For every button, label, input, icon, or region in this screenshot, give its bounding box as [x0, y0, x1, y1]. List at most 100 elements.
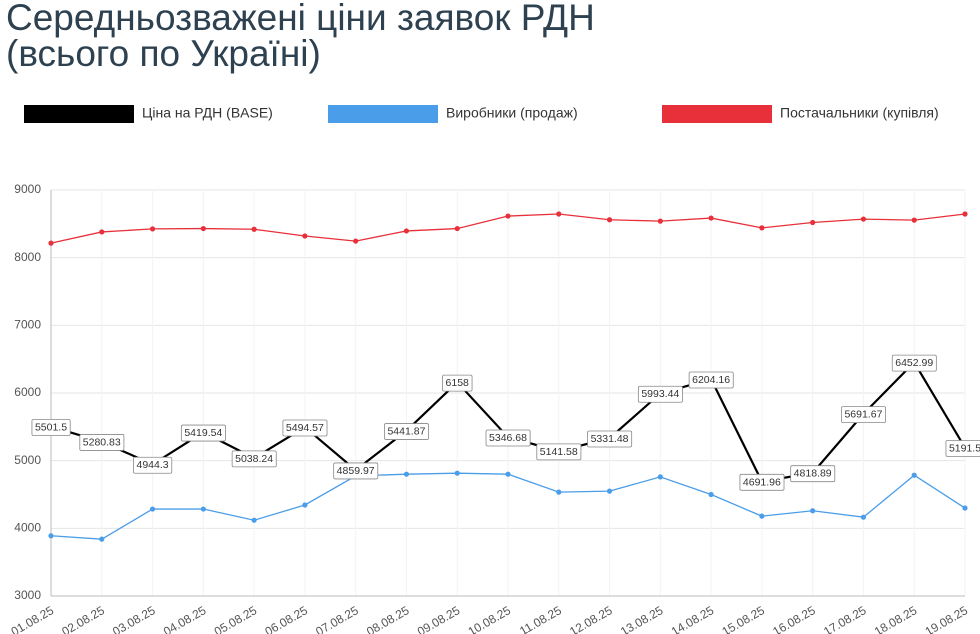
data-label-box — [282, 419, 328, 437]
y-tick-label: 9000 — [14, 182, 41, 196]
data-label-box — [739, 473, 785, 491]
data-label: 5494.57 — [282, 419, 328, 437]
data-label: 4944.3 — [133, 456, 173, 474]
x-tick-label: 02.08.25 — [59, 603, 107, 634]
data-label: 5501.5 — [31, 419, 71, 436]
data-label-text: 5441.87 — [387, 426, 425, 438]
point — [149, 506, 156, 512]
x-tick-label: 18.08.25 — [872, 603, 920, 634]
point — [911, 217, 917, 223]
point — [556, 489, 562, 495]
point — [911, 472, 917, 478]
data-label-box — [180, 424, 226, 442]
data-label: 4859.97 — [333, 462, 379, 480]
data-label: 4691.96 — [739, 473, 785, 491]
data-label-box — [688, 371, 734, 389]
point — [556, 211, 562, 217]
y-tick-label: 4000 — [14, 521, 41, 535]
point — [48, 240, 54, 246]
point — [810, 508, 816, 514]
data-label-text: 5419.54 — [184, 427, 222, 439]
data-label-box — [587, 430, 633, 448]
point — [505, 213, 511, 219]
data-label-box — [79, 434, 125, 451]
data-label-text: 6158 — [446, 377, 470, 389]
point — [403, 471, 410, 477]
x-tick-label: 09.08.25 — [415, 603, 463, 634]
data-label-box — [790, 465, 836, 483]
legend-label: Виробники (продаж) — [446, 105, 578, 121]
point — [657, 218, 663, 224]
data-label-text: 4691.96 — [743, 476, 781, 488]
point — [759, 225, 765, 231]
data-label: 5993.44 — [637, 385, 683, 403]
data-label: 6158 — [442, 374, 473, 392]
point — [302, 233, 308, 239]
data-label-text: 6452.99 — [895, 357, 933, 369]
data-label: 5141.58 — [536, 443, 582, 461]
data-label-text: 5993.44 — [641, 388, 679, 400]
data-label-text: 5494.57 — [286, 422, 324, 434]
data-label-box — [384, 423, 429, 440]
data-label: 4818.89 — [790, 465, 836, 483]
data-label-box — [637, 385, 683, 403]
x-tick-label: 14.08.25 — [669, 603, 717, 634]
point — [505, 471, 511, 477]
point — [708, 491, 714, 498]
chart-title: Середньозважені ціни заявок РДН (всього … — [6, 0, 595, 74]
data-label-box — [133, 456, 173, 474]
point — [657, 474, 663, 480]
point — [454, 470, 460, 476]
data-label-text: 4859.97 — [337, 465, 375, 477]
x-tick-label: 04.08.25 — [161, 603, 209, 634]
point — [759, 513, 765, 519]
legend-swatch — [328, 105, 438, 123]
point — [606, 217, 613, 223]
data-label-text: 5501.5 — [35, 422, 67, 434]
point — [251, 517, 257, 523]
point — [99, 536, 105, 542]
point — [251, 226, 257, 232]
legend-swatch — [662, 105, 772, 123]
point — [48, 533, 54, 539]
y-tick-label: 6000 — [14, 385, 41, 399]
point — [454, 225, 460, 232]
y-tick-label: 7000 — [14, 318, 41, 332]
point — [860, 216, 867, 222]
point — [99, 229, 105, 235]
point — [302, 502, 308, 508]
y-tick-label: 3000 — [14, 588, 41, 602]
point — [606, 488, 613, 494]
x-tick-label: 19.08.25 — [923, 603, 971, 634]
data-label: 5280.83 — [79, 434, 125, 451]
legend-swatch — [24, 105, 134, 123]
data-label-text: 5331.48 — [591, 433, 629, 445]
data-label: 5441.87 — [384, 423, 429, 440]
data-label-text: 6204.16 — [692, 374, 730, 386]
data-label: 5331.48 — [587, 430, 633, 448]
point — [149, 226, 156, 232]
point — [962, 211, 968, 217]
x-tick-label: 16.08.25 — [770, 603, 818, 634]
data-label-box — [31, 419, 71, 436]
x-tick-label: 03.08.25 — [110, 603, 158, 634]
point — [962, 505, 968, 511]
point — [403, 228, 410, 234]
y-tick-label: 5000 — [14, 453, 41, 467]
legend-label: Постачальники (купівля) — [780, 105, 939, 121]
point — [708, 215, 714, 221]
x-tick-label: 01.08.25 — [9, 603, 57, 634]
x-tick-label: 07.08.25 — [313, 603, 361, 634]
point — [200, 225, 206, 232]
point — [353, 238, 359, 244]
data-label-text: 5346.68 — [489, 432, 527, 444]
data-label-box — [841, 406, 886, 424]
data-label-box — [536, 443, 582, 461]
data-label: 6452.99 — [891, 354, 937, 372]
x-tick-label: 13.08.25 — [618, 603, 666, 634]
x-tick-label: 15.08.25 — [720, 603, 768, 634]
data-label-text: 4944.3 — [136, 459, 168, 471]
x-tick-label: 06.08.25 — [263, 603, 311, 634]
